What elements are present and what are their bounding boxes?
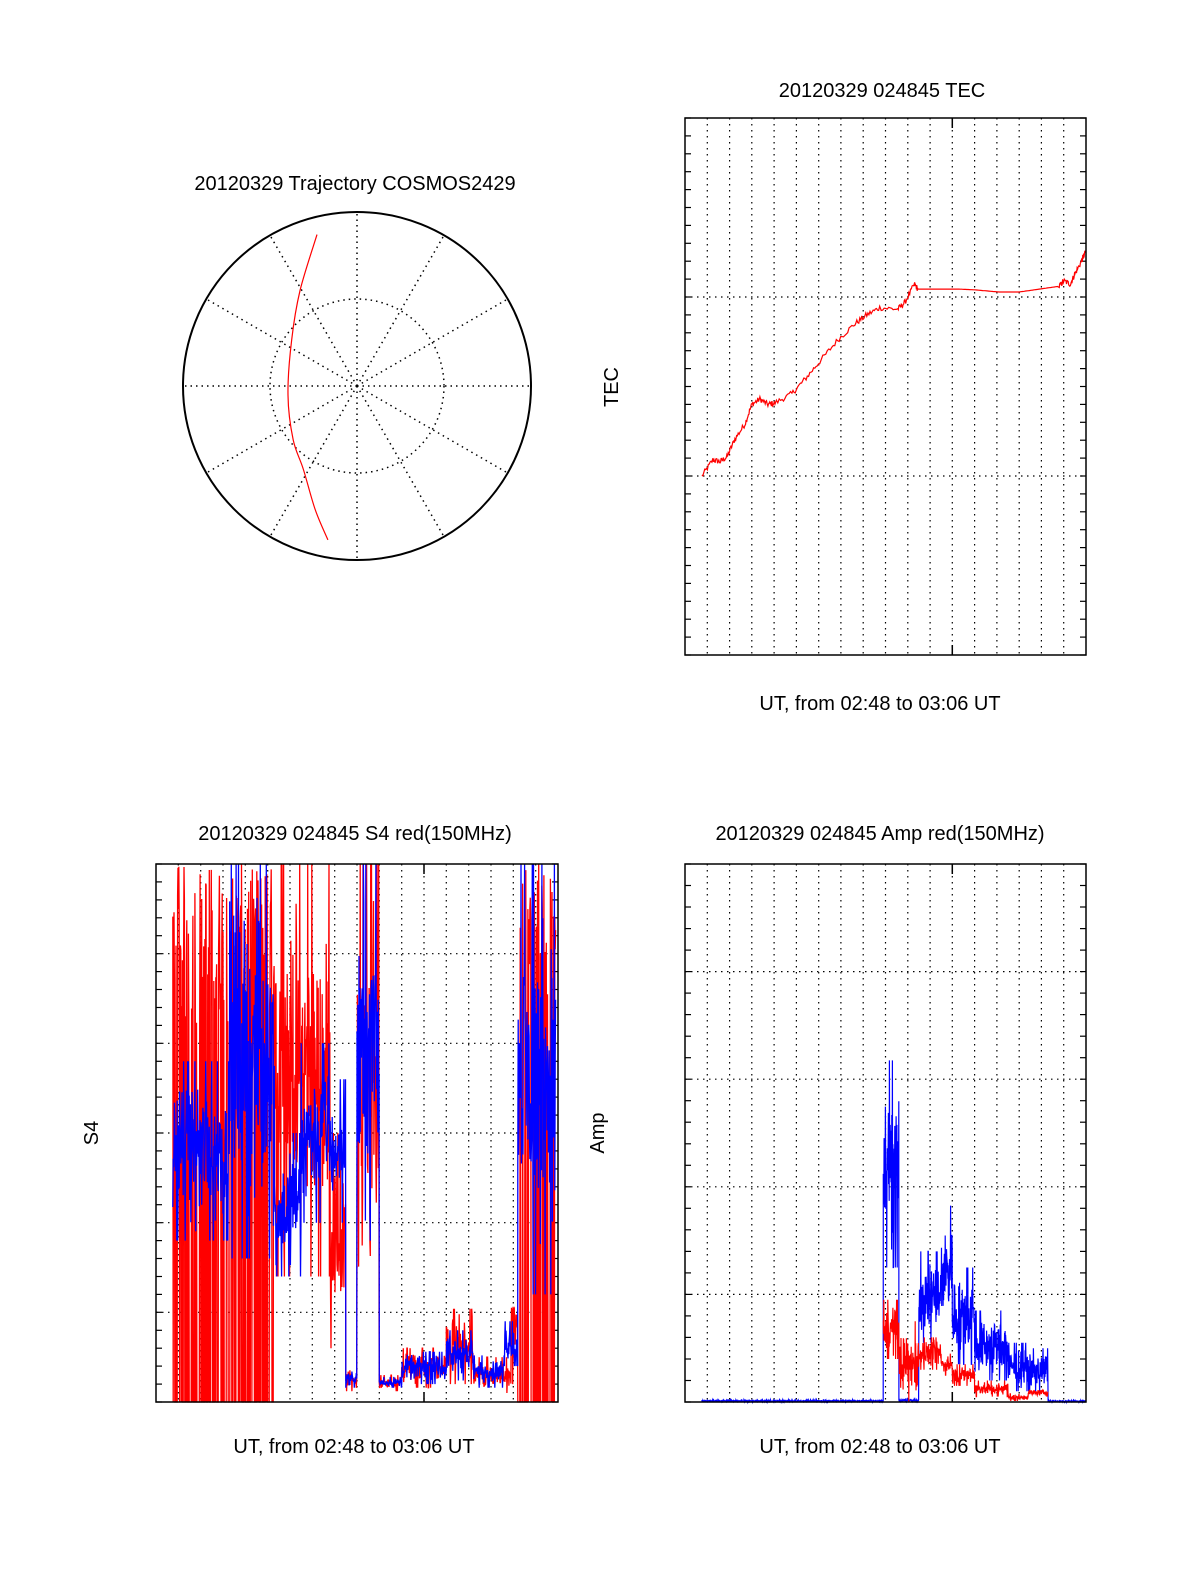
x-axis-label: UT, from 02:48 to 03:06 UT <box>233 1436 474 1458</box>
chart-title: 20120329 024845 TEC <box>779 80 985 102</box>
plot-area <box>701 250 1087 477</box>
x-axis-label: UT, from 02:48 to 03:06 UT <box>759 1436 1000 1458</box>
tec-line <box>701 250 1087 477</box>
grid <box>685 117 1086 656</box>
polar-grid-circle <box>269 298 445 474</box>
s4-chart: 20120329 024845 S4 red(150MHz) S4 UT, fr… <box>81 823 559 1458</box>
plot-area <box>172 863 557 1403</box>
axes-frame <box>155 863 559 1403</box>
plot-area <box>701 1060 1087 1405</box>
amp-red-line <box>882 1299 1049 1403</box>
axes-frame <box>684 117 1087 656</box>
trajectory-line <box>287 234 329 541</box>
trajectory-polar-chart: 20120329 Trajectory COSMOS2429 <box>182 173 532 561</box>
polar-spoke <box>356 385 445 538</box>
polar-spoke <box>356 385 509 474</box>
axes-frame <box>684 863 1087 1403</box>
tec-chart: 20120329 024845 TEC TEC UT, from 02:48 t… <box>601 80 1087 715</box>
polar-spoke <box>205 298 358 387</box>
chart-title: 20120329 024845 Amp red(150MHz) <box>715 823 1044 845</box>
y-axis-label: S4 <box>81 1121 103 1145</box>
amp-chart: 20120329 024845 Amp red(150MHz) Amp UT, … <box>587 823 1087 1458</box>
x-axis-label: UT, from 02:48 to 03:06 UT <box>759 693 1000 715</box>
polar-spoke <box>356 234 445 387</box>
chart-title: 20120329 024845 S4 red(150MHz) <box>198 823 512 845</box>
chart-title: 20120329 Trajectory COSMOS2429 <box>194 173 515 195</box>
polar-spoke <box>205 385 358 474</box>
amp-blue-line <box>701 1060 1087 1405</box>
s4-blue-line <box>172 863 557 1388</box>
polar-spoke <box>356 298 509 387</box>
polar-outer-circle <box>182 211 532 561</box>
y-axis-label: Amp <box>587 1112 609 1153</box>
y-axis-label: TEC <box>601 367 623 407</box>
